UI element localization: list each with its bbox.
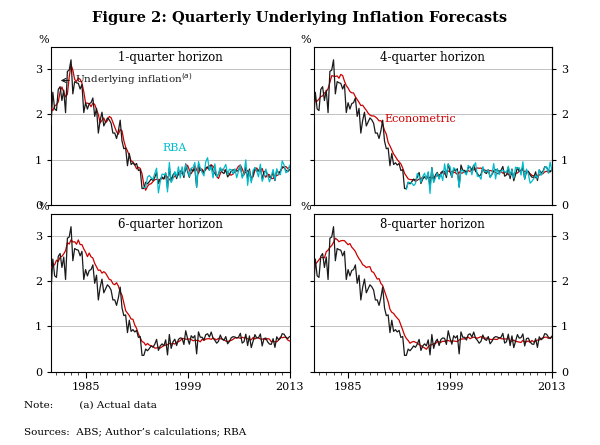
Text: %: % <box>301 35 311 45</box>
Text: Figure 2: Quarterly Underlying Inflation Forecasts: Figure 2: Quarterly Underlying Inflation… <box>92 11 508 25</box>
Text: 6-quarter horizon: 6-quarter horizon <box>118 218 223 231</box>
Text: %: % <box>38 202 49 212</box>
Text: %: % <box>38 35 49 45</box>
Text: 8-quarter horizon: 8-quarter horizon <box>380 218 485 231</box>
Text: %: % <box>301 202 311 212</box>
Text: Sources:  ABS; Author’s calculations; RBA: Sources: ABS; Author’s calculations; RBA <box>24 427 246 436</box>
Text: 4-quarter horizon: 4-quarter horizon <box>380 52 485 65</box>
Text: RBA: RBA <box>162 143 187 153</box>
Text: Note:        (a) Actual data: Note: (a) Actual data <box>24 400 157 409</box>
Text: 1-quarter horizon: 1-quarter horizon <box>118 52 223 65</box>
Text: Econometric: Econometric <box>385 114 456 124</box>
Text: Underlying inflation$^{(a)}$: Underlying inflation$^{(a)}$ <box>62 71 192 87</box>
